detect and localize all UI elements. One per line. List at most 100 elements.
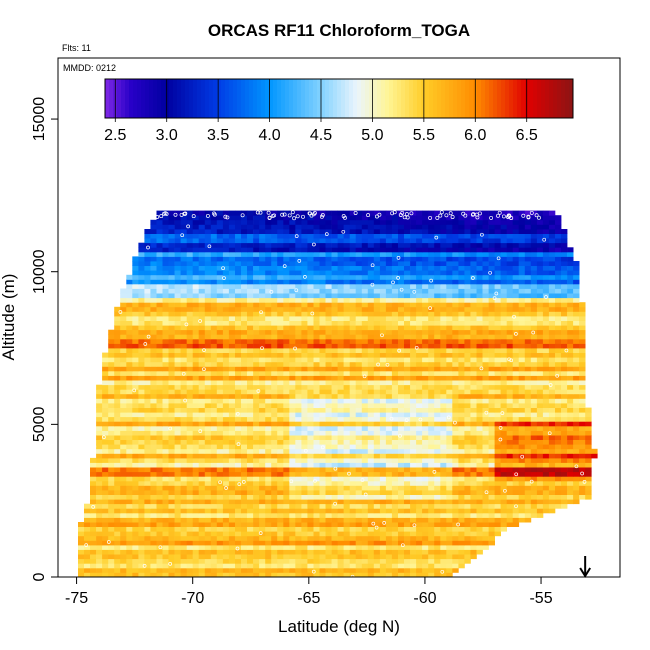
heatmap-cell (295, 407, 302, 413)
heatmap-cell (204, 348, 212, 353)
heatmap-cell (422, 435, 429, 440)
heatmap-cell (555, 348, 562, 353)
heatmap-cell (506, 329, 514, 335)
heatmap-cell (126, 334, 133, 340)
heatmap-cell (379, 531, 387, 537)
heatmap-cell (325, 316, 332, 321)
heatmap-cell (180, 430, 187, 436)
heatmap-cell (379, 425, 387, 431)
heatmap-cell (482, 522, 489, 527)
heatmap-cell (138, 407, 145, 413)
heatmap-cell (343, 554, 350, 560)
heatmap-cell (404, 453, 411, 459)
heatmap-cell (379, 444, 387, 450)
heatmap-cell (174, 462, 181, 468)
heatmap-cell (518, 439, 526, 445)
heatmap-cell (253, 526, 260, 532)
heatmap-cell (150, 334, 157, 340)
heatmap-cell (385, 283, 393, 289)
heatmap-cell (422, 526, 429, 532)
heatmap-cell (410, 563, 417, 569)
heatmap-cell (476, 348, 483, 353)
heatmap-cell (277, 572, 284, 577)
heatmap-cell (283, 338, 290, 344)
heatmap-cell (259, 366, 266, 372)
heatmap-cell (204, 499, 212, 505)
heatmap-cell (132, 430, 139, 436)
heatmap-cell (542, 352, 550, 358)
heatmap-cell (138, 329, 145, 335)
heatmap-cell (192, 421, 200, 427)
heatmap-cell (494, 499, 501, 505)
heatmap-cell (488, 503, 495, 509)
heatmap-cell (373, 407, 381, 413)
heatmap-cell (307, 485, 314, 491)
heatmap-cell (90, 522, 97, 527)
heatmap-cell (579, 311, 586, 317)
heatmap-cell (144, 375, 151, 381)
heatmap-cell (373, 320, 381, 326)
heatmap-cell (434, 430, 441, 436)
heatmap-cell (452, 453, 459, 459)
heatmap-cell (434, 343, 441, 349)
heatmap-cell (325, 398, 332, 404)
heatmap-cell (482, 508, 489, 514)
heatmap-cell (319, 544, 326, 550)
heatmap-cell (422, 306, 429, 312)
heatmap-cell (367, 457, 375, 463)
heatmap-cell (548, 499, 556, 505)
heatmap-cell (391, 508, 399, 514)
heatmap-cell (343, 540, 350, 546)
heatmap-cell (464, 389, 471, 395)
heatmap-cell (410, 357, 417, 363)
heatmap-cell (162, 554, 169, 560)
heatmap-cell (512, 448, 520, 454)
heatmap-cell (325, 306, 332, 312)
heatmap-cell (301, 348, 308, 353)
heatmap-cell (494, 412, 501, 418)
heatmap-cell (168, 416, 175, 422)
heatmap-cell (548, 471, 556, 477)
heatmap-cell (337, 457, 344, 463)
heatmap-cell (319, 572, 326, 577)
heatmap-cell (506, 457, 514, 463)
heatmap-cell (331, 361, 338, 367)
heatmap-cell (126, 512, 133, 518)
heatmap-cell (253, 494, 260, 500)
heatmap-cell (337, 554, 344, 560)
heatmap-cell (186, 384, 194, 390)
heatmap-cell (398, 544, 405, 550)
heatmap-cell (222, 572, 230, 577)
heatmap-cell (434, 435, 441, 440)
heatmap-cell (138, 435, 145, 440)
heatmap-cell (319, 567, 326, 573)
heatmap-cell (500, 425, 507, 431)
heatmap-cell (235, 325, 242, 331)
heatmap-cell (114, 444, 121, 450)
heatmap-cell (561, 430, 568, 436)
heatmap-cell (253, 453, 260, 459)
heatmap-cell (579, 361, 586, 367)
heatmap-cell (476, 306, 483, 312)
heatmap-cell (156, 361, 163, 367)
heatmap-cell (476, 293, 483, 299)
heatmap-cell (307, 467, 314, 473)
heatmap-cell (192, 572, 200, 577)
heatmap-cell (126, 448, 133, 454)
heatmap-cell (488, 384, 495, 390)
heatmap-cell (259, 490, 266, 495)
heatmap-cell (385, 490, 393, 495)
heatmap-cell (241, 572, 248, 577)
heatmap-cell (548, 403, 556, 408)
heatmap-cell (162, 531, 169, 537)
heatmap-cell (337, 316, 344, 321)
heatmap-cell (271, 366, 278, 372)
heatmap-cell (168, 554, 175, 560)
heatmap-cell (567, 297, 574, 303)
heatmap-cell (186, 531, 194, 537)
heatmap-cell (132, 320, 139, 326)
heatmap-cell (216, 412, 224, 418)
heatmap-cell (192, 338, 200, 344)
heatmap-cell (373, 412, 381, 418)
heatmap-cell (349, 522, 357, 527)
